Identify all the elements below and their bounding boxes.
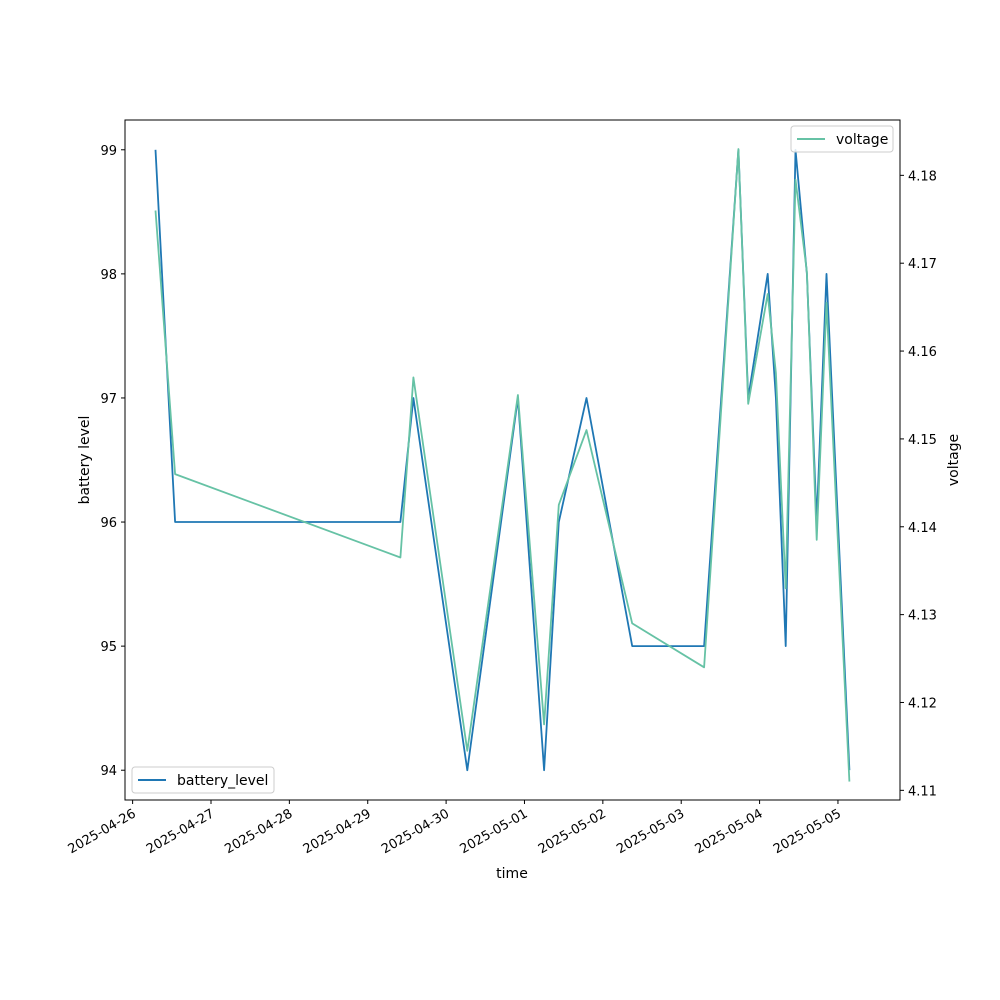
- axes-frame: [124, 119, 901, 801]
- legend-battery: battery_level: [131, 766, 275, 794]
- y-left-tick-label: 97: [100, 392, 117, 407]
- legend-label-battery: battery_level: [177, 773, 268, 789]
- x-axis-label: time: [496, 866, 528, 882]
- y-right-tick-label: 4.11: [908, 784, 937, 799]
- y-left-tick-label: 94: [100, 764, 117, 779]
- y-axis-label-right: voltage: [946, 434, 962, 486]
- y-left-tick-label: 98: [100, 268, 117, 283]
- legend-voltage: voltage: [790, 125, 894, 153]
- legend-box: [131, 766, 275, 794]
- legend-box: [790, 125, 894, 153]
- legend-label-voltage: voltage: [836, 132, 888, 148]
- y-right-tick-label: 4.16: [908, 345, 937, 360]
- series-line-battery_level: [154, 148, 851, 772]
- y-right-tick-label: 4.13: [908, 609, 937, 624]
- y-axis-label-left: battery level: [77, 416, 93, 505]
- y-right-tick-label: 4.18: [908, 169, 937, 184]
- y-right-tick-label: 4.17: [908, 257, 937, 272]
- y-left-tick-label: 99: [100, 144, 117, 159]
- y-left-tick-label: 96: [100, 516, 117, 531]
- plot-area: [154, 148, 851, 782]
- series-line-voltage: [154, 148, 851, 782]
- y-left-tick-label: 95: [100, 640, 117, 655]
- y-right-tick-label: 4.12: [908, 696, 937, 711]
- y-right-tick-label: 4.14: [908, 521, 937, 536]
- y-right-tick-label: 4.15: [908, 433, 937, 448]
